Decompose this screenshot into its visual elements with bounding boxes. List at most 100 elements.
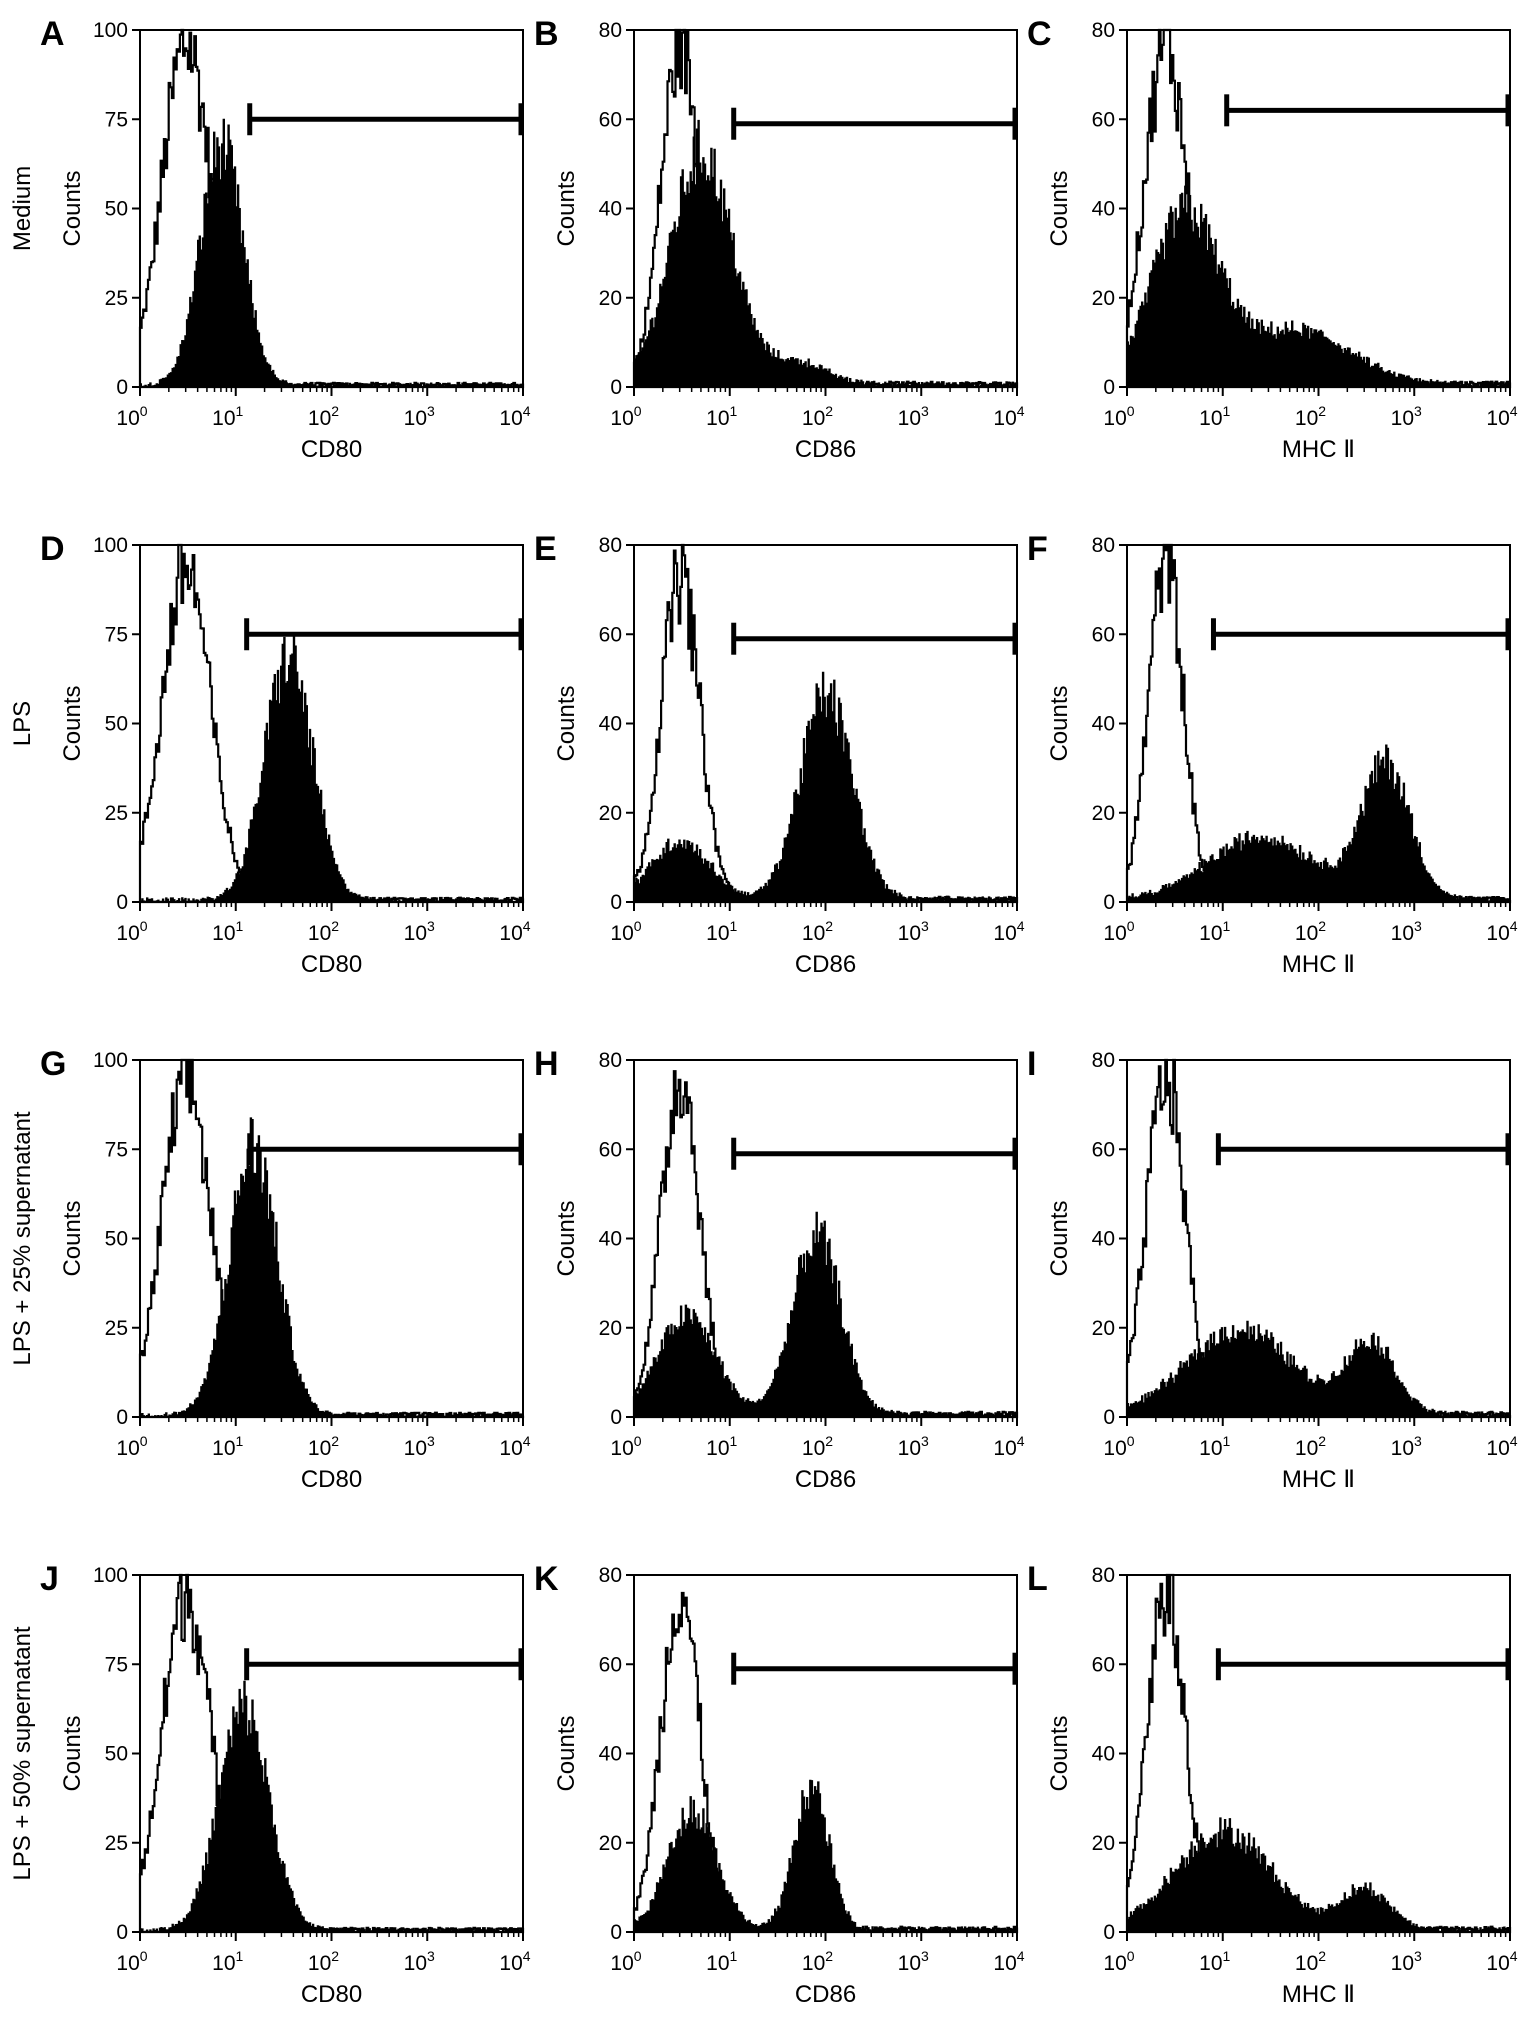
filled-histogram-series [633,671,1018,903]
y-tick-label: 0 [116,1921,128,1944]
x-tick-label: 100 [610,403,641,430]
x-tick-exponent: 1 [236,1433,244,1449]
x-tick-base: 10 [499,1437,522,1460]
y-tick-label: 60 [1092,1653,1115,1676]
x-tick-base: 10 [116,1952,139,1975]
x-tick-label: 100 [116,918,147,945]
y-tick-label: 0 [610,1921,622,1944]
y-tick-label: 0 [1103,1406,1115,1429]
x-tick-exponent: 3 [921,1433,929,1449]
x-tick-exponent: 1 [730,918,738,934]
x-tick-base: 10 [1103,1952,1126,1975]
x-tick-base: 10 [212,922,235,945]
y-tick-label: 0 [610,1406,622,1429]
x-tick-label: 103 [404,918,435,945]
y-axis-title: Counts [1046,1200,1073,1276]
y-tick-label: 0 [1103,376,1115,399]
x-tick-base: 10 [308,407,331,430]
x-tick-base: 10 [212,1437,235,1460]
x-tick-exponent: 4 [523,918,531,934]
x-tick-base: 10 [499,922,522,945]
x-tick-label: 104 [1486,1433,1517,1460]
y-tick-label: 25 [105,1317,128,1340]
x-tick-label: 100 [610,1433,641,1460]
x-tick-base: 10 [993,407,1016,430]
x-tick-base: 10 [898,1952,921,1975]
filled-histogram-series [1126,185,1511,388]
y-axis-title: Counts [1046,1715,1073,1791]
plot-frame [139,1059,524,1418]
x-tick-exponent: 2 [1318,403,1326,419]
x-tick-base: 10 [1486,1952,1509,1975]
x-tick-exponent: 1 [236,1948,244,1964]
x-tick-exponent: 2 [1318,918,1326,934]
x-tick-base: 10 [802,1437,825,1460]
y-tick-label: 20 [1092,287,1115,310]
y-tick-label: 50 [105,1228,128,1251]
x-tick-exponent: 1 [236,918,244,934]
x-tick-base: 10 [499,407,522,430]
x-tick-label: 103 [898,1433,929,1460]
x-tick-exponent: 2 [825,1948,833,1964]
y-axis-title: Counts [553,170,580,246]
y-tick-label: 25 [105,802,128,825]
y-tick-label: 60 [599,1653,622,1676]
x-tick-label: 103 [898,1948,929,1975]
x-tick-label: 104 [993,1948,1024,1975]
x-tick-label: 104 [993,1433,1024,1460]
x-tick-exponent: 0 [634,1948,642,1964]
y-tick-label: 80 [1092,534,1115,557]
x-tick-base: 10 [1295,1437,1318,1460]
y-tick-label: 0 [116,891,128,914]
x-tick-label: 100 [1103,403,1134,430]
x-tick-base: 10 [898,407,921,430]
panel-letter: H [534,1045,559,1083]
x-tick-exponent: 4 [1017,1948,1025,1964]
x-tick-base: 10 [499,1952,522,1975]
y-tick-label: 50 [105,713,128,736]
x-tick-label: 100 [1103,1433,1134,1460]
x-tick-exponent: 2 [331,403,339,419]
x-tick-exponent: 1 [730,1433,738,1449]
y-tick-label: 40 [1092,1743,1115,1766]
x-tick-base: 10 [1103,922,1126,945]
x-tick-label: 101 [212,1948,243,1975]
x-tick-label: 100 [116,1433,147,1460]
x-tick-label: 103 [404,1948,435,1975]
x-tick-exponent: 3 [921,403,929,419]
x-tick-exponent: 0 [140,1948,148,1964]
x-tick-label: 100 [610,918,641,945]
y-tick-label: 80 [1092,1564,1115,1587]
y-tick-label: 0 [116,376,128,399]
x-tick-exponent: 4 [523,1433,531,1449]
x-tick-label: 102 [1295,918,1326,945]
x-tick-label: 103 [1391,918,1422,945]
panel-letter: F [1027,530,1048,568]
x-tick-exponent: 0 [140,918,148,934]
x-tick-base: 10 [802,1952,825,1975]
filled-histogram-series [1126,744,1511,903]
x-tick-base: 10 [610,407,633,430]
y-tick-label: 80 [1092,1049,1115,1072]
x-tick-label: 102 [308,1433,339,1460]
y-tick-label: 20 [599,802,622,825]
outline-histogram-series [138,1058,525,1419]
x-axis-title: CD86 [795,951,856,978]
panel-letter: K [534,1560,559,1598]
y-tick-label: 100 [93,19,128,42]
x-tick-label: 104 [499,1433,530,1460]
x-tick-exponent: 2 [825,1433,833,1449]
x-tick-exponent: 3 [1414,918,1422,934]
x-tick-exponent: 0 [140,1433,148,1449]
x-tick-base: 10 [802,922,825,945]
y-axis-title: Counts [59,685,86,761]
x-tick-exponent: 0 [1127,918,1135,934]
x-tick-base: 10 [1391,407,1414,430]
y-tick-label: 0 [1103,1921,1115,1944]
x-axis-title: MHC Ⅱ [1282,1466,1355,1493]
x-tick-label: 102 [802,403,833,430]
